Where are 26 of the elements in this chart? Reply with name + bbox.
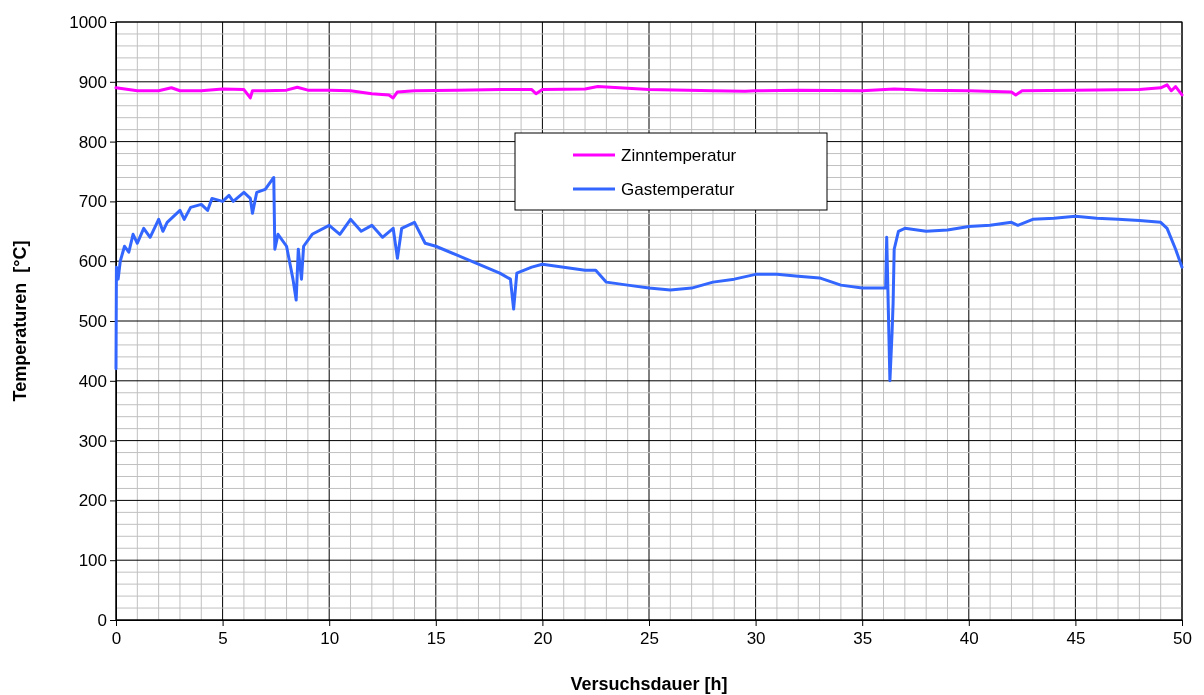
y-tick-label: 400	[78, 371, 107, 391]
y-axis-title: Temperaturen [°C]	[10, 240, 30, 402]
x-tick-label: 20	[533, 629, 553, 649]
x-tick-label: 35	[853, 629, 873, 649]
legend-label: Gastemperatur	[621, 179, 735, 199]
y-tick-label: 100	[78, 551, 107, 571]
x-tick-label: 10	[320, 629, 340, 649]
y-tick-label: 900	[78, 72, 107, 92]
x-tick-label: 0	[111, 629, 122, 649]
legend-label: Zinntemperatur	[621, 145, 737, 165]
x-tick-label: 50	[1173, 629, 1192, 649]
y-tick-label: 700	[78, 192, 107, 212]
y-tick-label: 600	[78, 252, 107, 272]
y-tick-label: 0	[97, 610, 107, 630]
y-tick-label: 300	[78, 431, 107, 451]
y-tick-label: 200	[78, 491, 107, 511]
x-tick-label: 45	[1066, 629, 1086, 649]
y-tick-label: 800	[78, 132, 107, 152]
y-tick-label: 1000	[69, 12, 107, 32]
x-tick-label: 30	[746, 629, 766, 649]
x-tick-label: 25	[640, 629, 659, 649]
y-tick-label: 500	[78, 311, 107, 331]
x-tick-label: 40	[959, 629, 979, 649]
x-tick-label: 5	[218, 629, 228, 649]
x-axis-title: Versuchsdauer [h]	[570, 674, 728, 694]
x-tick-label: 15	[426, 629, 446, 649]
